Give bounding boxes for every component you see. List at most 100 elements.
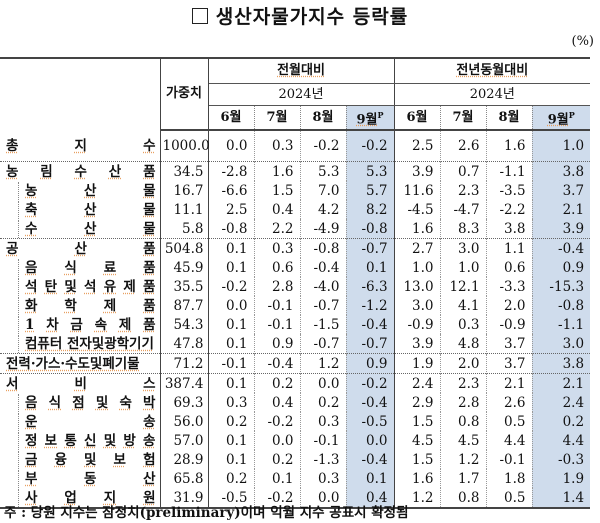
title-text: 생산자물가지수 등락률	[215, 6, 409, 28]
yoy-cell: 2.0	[486, 296, 533, 316]
yoy-cell: -0.8	[532, 296, 591, 316]
month-header: 9월P	[532, 105, 591, 132]
weight-cell: 16.7	[160, 181, 209, 201]
table-row: 부 동 산 65.8 0.2 0.1 0.3 0.1 1.6 1.7 1.8 1.9	[0, 469, 591, 489]
row-label-text: 컴퓨터 전자및광학기기	[18, 334, 160, 353]
table-row: 금 융 및 보 험 28.9 0.1 0.2 -1.3 -0.4 1.5 1.2 -0.1 -0.3	[0, 450, 591, 470]
label-char: 및	[64, 278, 77, 295]
mom-cell: -0.7	[346, 238, 395, 259]
table-row: 음 식 점 및 숙 박 69.3 0.3 0.4 0.2 -0.4 2.9 2.8 2.6 2.4	[0, 393, 591, 413]
yoy-cell: 2.3	[440, 181, 487, 201]
yoy-cell: 1.8	[486, 469, 533, 489]
weight-cell: 1000.0	[160, 130, 210, 162]
yoy-cell: 8.3	[440, 219, 487, 239]
label-char: 송	[143, 432, 156, 449]
yoy-cell: 1.6	[394, 219, 441, 239]
mom-cell: -0.2	[208, 277, 255, 297]
mom-cell: -0.1	[300, 431, 347, 451]
yoy-cell: 2.0	[440, 353, 487, 374]
mom-cell: 0.0	[208, 130, 255, 162]
label-char: 송	[143, 413, 156, 430]
label-char: 사	[25, 489, 38, 506]
label-char: 및	[103, 432, 117, 449]
table-row: 음 식 료 품 45.9 0.1 0.6 -0.4 0.1 1.0 1.0 0.6 0.9	[0, 258, 591, 278]
mom-cell: 0.0	[208, 296, 255, 316]
yoy-cell: 2.7	[394, 238, 441, 259]
yoy-cell: -2.2	[486, 200, 533, 220]
mom-cell: 2.2	[254, 219, 301, 239]
mom-cell: 0.1	[208, 238, 255, 259]
yoy-cell: 2.1	[532, 373, 591, 394]
mom-cell: 0.0	[254, 431, 301, 451]
yoy-cell: 2.1	[486, 373, 533, 394]
mom-cell: -0.2	[254, 488, 301, 510]
row-label: 전력·가스·수도및폐기물	[0, 353, 161, 374]
table-row: 수 산 물 5.8 -0.8 2.2 -4.9 -0.8 1.6 8.3 3.8 3.9	[0, 219, 591, 239]
yoy-cell: 13.0	[394, 277, 441, 297]
yoy-cell: -4.7	[440, 200, 487, 220]
label-char: 제	[103, 297, 117, 314]
mom-label: 전월대비	[277, 63, 325, 78]
mom-cell: -0.7	[346, 334, 395, 354]
label-char: 품	[143, 297, 156, 314]
mom-cell: -1.3	[300, 450, 347, 470]
label-char: 품	[143, 278, 156, 295]
label-char: 업	[64, 489, 77, 506]
yoy-cell: 12.1	[440, 277, 487, 297]
yoy-cell: 3.8	[532, 161, 591, 182]
table-row: 농 산 물 16.7 -6.6 1.5 7.0 5.7 11.6 2.3 -3.5 3.7	[0, 181, 591, 201]
label-char: 산	[84, 182, 97, 199]
mom-cell: -0.4	[346, 315, 395, 335]
mom-cell: -0.8	[208, 219, 255, 239]
mom-cell: 0.1	[208, 315, 255, 335]
weight-cell: 57.0	[160, 431, 209, 451]
label-char: 산	[74, 240, 87, 257]
label-char: 농	[25, 182, 38, 199]
label-char: 정	[25, 432, 38, 449]
label-char: 컴퓨터 전자및광학기기	[25, 335, 154, 352]
mom-cell: -0.1	[208, 353, 255, 374]
month-header: 7월	[440, 105, 487, 132]
mom-cell: 1.5	[254, 181, 301, 201]
label-char: 물	[143, 182, 156, 199]
mom-cell: -0.2	[254, 412, 301, 432]
label-char: 음	[25, 259, 38, 276]
preliminary-mark: P	[568, 110, 575, 120]
label-char: 및	[84, 451, 97, 468]
weight-header: 가중치	[160, 56, 209, 132]
label-char: 방	[123, 432, 136, 449]
label-char: 스	[143, 375, 156, 392]
mom-cell: -0.7	[300, 296, 347, 316]
mom-cell: 5.3	[300, 161, 347, 182]
label-char: 농	[6, 163, 19, 180]
mom-cell: -4.9	[300, 219, 347, 239]
mom-cell: -0.1	[254, 296, 301, 316]
yoy-cell: -15.3	[532, 277, 591, 297]
yoy-cell: 3.7	[486, 353, 533, 374]
mom-cell: -4.0	[300, 277, 347, 297]
mom-cell: 0.4	[254, 393, 301, 413]
table-row: 농 림 수 산 품 34.5 -2.8 1.6 5.3 5.3 3.9 0.7 -1.1 3.8	[0, 161, 591, 182]
month-header: 8월	[486, 105, 533, 132]
yoy-cell: 1.4	[532, 488, 591, 510]
label-char: 총	[6, 137, 19, 154]
weight-cell: 47.8	[160, 334, 209, 354]
yoy-cell: 2.6	[486, 393, 533, 413]
label-char: 박	[143, 394, 156, 411]
label-char: 수	[143, 137, 156, 154]
mom-cell: 0.2	[208, 412, 255, 432]
yoy-cell: 3.0	[532, 334, 591, 354]
yoy-cell: -3.5	[486, 181, 533, 201]
table-row: 컴퓨터 전자및광학기기 47.8 0.1 0.9 -0.7 -0.7 3.9 4.8 3.7 3.…	[0, 334, 591, 354]
label-char: 제	[123, 278, 136, 295]
table-row: 석 탄 및 석 유 제 품 35.5 -0.2 2.8 -4.0 -6.3 13.0 12.1 -3.3 -1…	[0, 277, 591, 297]
